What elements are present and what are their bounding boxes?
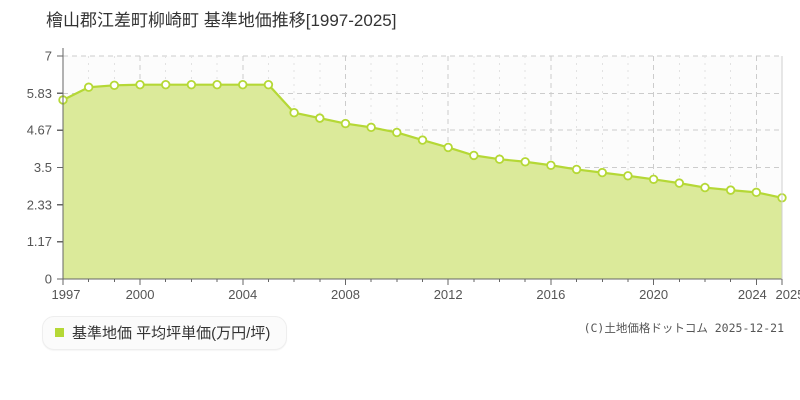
svg-text:2.33: 2.33 xyxy=(27,197,52,212)
x-axis-tick-labels: 1997 2000 2004 2008 2012 2016 2020 2024 2025 xyxy=(52,279,800,302)
svg-text:2025: 2025 xyxy=(776,287,800,302)
svg-text:2000: 2000 xyxy=(126,287,155,302)
svg-text:2012: 2012 xyxy=(434,287,463,302)
data-point-markers xyxy=(58,79,787,203)
svg-text:3.5: 3.5 xyxy=(34,160,52,175)
svg-text:4.67: 4.67 xyxy=(27,123,52,138)
svg-text:2016: 2016 xyxy=(536,287,565,302)
svg-text:7: 7 xyxy=(45,49,52,64)
chart-legend: 基準地価 平均坪単価(万円/坪) xyxy=(42,316,288,350)
svg-text:0: 0 xyxy=(45,272,52,287)
svg-text:1997: 1997 xyxy=(52,287,81,302)
legend-swatch-icon xyxy=(55,328,64,337)
svg-text:2020: 2020 xyxy=(639,287,668,302)
copyright-credit: (C)土地価格ドットコム 2025-12-21 xyxy=(583,321,784,335)
area-fill xyxy=(63,84,782,280)
svg-text:1.17: 1.17 xyxy=(27,234,52,249)
chart-title: 檜山郡江差町柳崎町 基準地価推移[1997-2025] xyxy=(46,11,397,30)
svg-text:2024: 2024 xyxy=(738,287,767,302)
svg-text:2008: 2008 xyxy=(331,287,360,302)
svg-text:2004: 2004 xyxy=(228,287,257,302)
legend-label: 基準地価 平均坪単価(万円/坪) xyxy=(72,325,271,342)
svg-text:5.83: 5.83 xyxy=(27,86,52,101)
y-axis-tick-labels: 0 1.17 2.33 3.5 4.67 5.83 7 xyxy=(27,49,63,287)
